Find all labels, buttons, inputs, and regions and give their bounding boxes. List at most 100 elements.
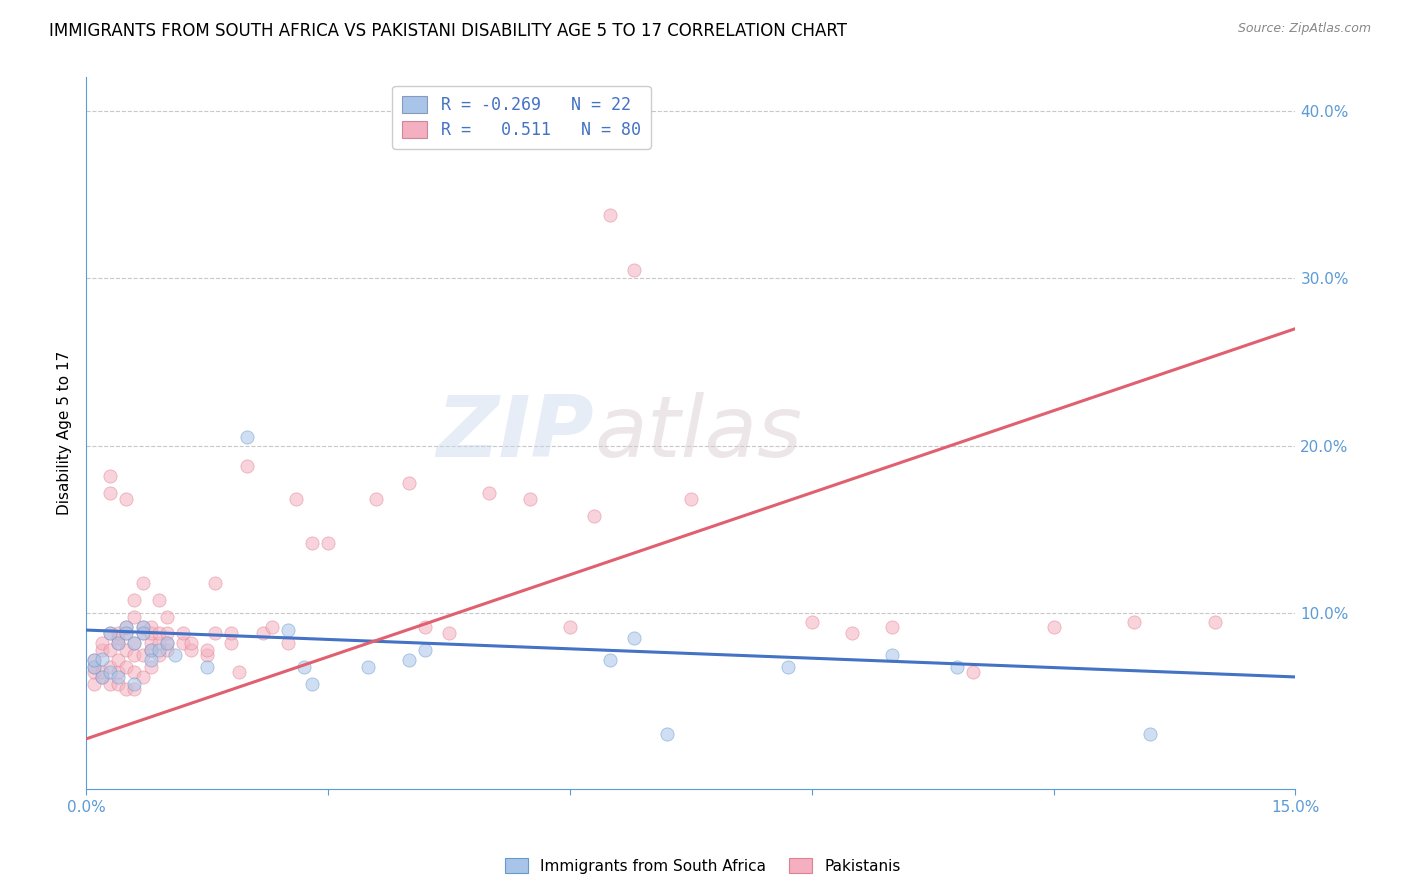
- Point: [1042, 620, 1064, 634]
- Point: [582, 509, 605, 524]
- Point: [124, 676, 146, 690]
- Point: [398, 653, 420, 667]
- Point: [172, 626, 194, 640]
- Point: [800, 615, 823, 629]
- Point: [156, 636, 179, 650]
- Point: [172, 636, 194, 650]
- Point: [148, 626, 170, 640]
- Point: [195, 643, 218, 657]
- Text: atlas: atlas: [593, 392, 801, 475]
- Legend: Immigrants from South Africa, Pakistanis: Immigrants from South Africa, Pakistanis: [499, 852, 907, 880]
- Point: [131, 626, 153, 640]
- Point: [413, 643, 436, 657]
- Point: [599, 208, 621, 222]
- Point: [260, 620, 283, 634]
- Point: [148, 593, 170, 607]
- Point: [124, 636, 146, 650]
- Point: [107, 626, 129, 640]
- Point: [519, 492, 541, 507]
- Point: [301, 676, 323, 690]
- Point: [413, 620, 436, 634]
- Point: [679, 492, 702, 507]
- Point: [437, 626, 460, 640]
- Point: [124, 681, 146, 696]
- Point: [156, 636, 179, 650]
- Point: [623, 263, 645, 277]
- Point: [131, 576, 153, 591]
- Point: [139, 636, 162, 650]
- Point: [180, 636, 202, 650]
- Point: [107, 665, 129, 679]
- Point: [131, 620, 153, 634]
- Point: [204, 626, 226, 640]
- Point: [156, 626, 179, 640]
- Point: [236, 430, 259, 444]
- Point: [357, 660, 380, 674]
- Point: [139, 626, 162, 640]
- Point: [398, 475, 420, 490]
- Point: [115, 620, 138, 634]
- Point: [195, 660, 218, 674]
- Point: [139, 653, 162, 667]
- Point: [107, 636, 129, 650]
- Point: [156, 609, 179, 624]
- Point: [98, 626, 121, 640]
- Point: [1123, 615, 1146, 629]
- Point: [301, 536, 323, 550]
- Point: [478, 485, 501, 500]
- Text: ZIP: ZIP: [436, 392, 593, 475]
- Point: [236, 458, 259, 473]
- Point: [962, 665, 984, 679]
- Point: [558, 620, 581, 634]
- Point: [98, 676, 121, 690]
- Point: [124, 665, 146, 679]
- Point: [124, 636, 146, 650]
- Point: [115, 626, 138, 640]
- Point: [107, 653, 129, 667]
- Point: [115, 620, 138, 634]
- Point: [83, 676, 105, 690]
- Point: [83, 660, 105, 674]
- Point: [139, 620, 162, 634]
- Point: [115, 643, 138, 657]
- Point: [107, 636, 129, 650]
- Point: [91, 651, 114, 665]
- Point: [115, 660, 138, 674]
- Point: [98, 643, 121, 657]
- Point: [277, 636, 299, 650]
- Point: [131, 670, 153, 684]
- Point: [1204, 615, 1226, 629]
- Point: [98, 660, 121, 674]
- Point: [228, 665, 250, 679]
- Point: [599, 653, 621, 667]
- Point: [148, 643, 170, 657]
- Point: [148, 648, 170, 663]
- Text: Source: ZipAtlas.com: Source: ZipAtlas.com: [1237, 22, 1371, 36]
- Point: [115, 626, 138, 640]
- Point: [83, 653, 105, 667]
- Point: [107, 676, 129, 690]
- Point: [115, 492, 138, 507]
- Point: [91, 670, 114, 684]
- Point: [219, 636, 242, 650]
- Point: [841, 626, 863, 640]
- Point: [91, 643, 114, 657]
- Point: [163, 648, 186, 663]
- Point: [316, 536, 339, 550]
- Point: [148, 636, 170, 650]
- Point: [98, 665, 121, 679]
- Point: [124, 593, 146, 607]
- Y-axis label: Disability Age 5 to 17: Disability Age 5 to 17: [58, 351, 72, 516]
- Point: [139, 643, 162, 657]
- Point: [366, 492, 388, 507]
- Point: [195, 648, 218, 663]
- Point: [139, 660, 162, 674]
- Point: [107, 670, 129, 684]
- Point: [124, 648, 146, 663]
- Point: [655, 727, 678, 741]
- Point: [277, 623, 299, 637]
- Point: [107, 632, 129, 646]
- Point: [83, 660, 105, 674]
- Point: [882, 648, 904, 663]
- Legend: R = -0.269   N = 22, R =   0.511   N = 80: R = -0.269 N = 22, R = 0.511 N = 80: [392, 86, 651, 149]
